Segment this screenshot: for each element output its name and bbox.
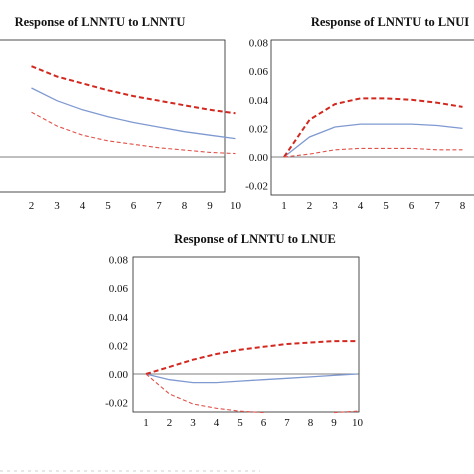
plot-frame bbox=[270, 39, 474, 196]
x-tick-label: 9 bbox=[207, 200, 213, 212]
y-tick-label: 0.00 bbox=[249, 152, 269, 164]
impulse-response-line bbox=[31, 87, 236, 140]
y-tick-label: 0.00 bbox=[109, 369, 129, 381]
x-tick-label: 3 bbox=[332, 200, 338, 212]
y-tick-label: 0.02 bbox=[109, 340, 128, 352]
x-tick-label: 5 bbox=[383, 200, 389, 212]
upper-confidence-band bbox=[145, 340, 358, 375]
y-tick-label: 0.08 bbox=[249, 38, 269, 50]
x-tick-label: 4 bbox=[214, 417, 220, 429]
upper-confidence-band bbox=[283, 97, 463, 158]
lower-confidence-band bbox=[283, 147, 463, 158]
x-tick-label: 4 bbox=[80, 200, 86, 212]
panel-title: Response of LNNTU to LNUI bbox=[311, 15, 469, 29]
impulse-response-line bbox=[145, 373, 358, 384]
x-tick-label: 10 bbox=[230, 200, 242, 212]
panel-title: Response of LNNTU to LNUE bbox=[174, 232, 336, 246]
x-tick-label: 8 bbox=[308, 417, 314, 429]
y-tick-label: 0.08 bbox=[109, 255, 129, 267]
x-tick-label: 1 bbox=[281, 200, 287, 212]
x-tick-label: 3 bbox=[190, 417, 196, 429]
x-tick-label: 7 bbox=[434, 200, 440, 212]
panel-lnntu-to-lnntu: Response of LNNTU to LNNTU 2 3 4 5 6 7 8 9 10 bbox=[0, 15, 242, 212]
x-tick-label: 8 bbox=[182, 200, 188, 212]
x-tick-label: 8 bbox=[460, 200, 466, 212]
panel-title: Response of LNNTU to LNNTU bbox=[15, 15, 186, 29]
x-tick-label: 2 bbox=[307, 200, 313, 212]
x-tick-label: 5 bbox=[237, 417, 243, 429]
lower-confidence-band bbox=[145, 373, 264, 414]
y-tick-label: 0.06 bbox=[249, 66, 269, 78]
y-tick-label: 0.02 bbox=[249, 123, 268, 135]
y-tick-label: 0.04 bbox=[109, 312, 129, 324]
y-tick-label: 0.06 bbox=[109, 283, 129, 295]
x-tick-label: 6 bbox=[261, 417, 267, 429]
x-tick-label: 6 bbox=[409, 200, 415, 212]
x-tick-label: 9 bbox=[331, 417, 337, 429]
x-tick-label: 5 bbox=[105, 200, 111, 212]
panel-lnntu-to-lnui: Response of LNNTU to LNUI 1 2 3 4 5 6 7 8 0.08 0.… bbox=[245, 15, 474, 212]
x-tick-label: 3 bbox=[54, 200, 60, 212]
lower-confidence-band bbox=[333, 410, 358, 414]
x-tick-label: 7 bbox=[156, 200, 162, 212]
plot-frame bbox=[0, 39, 226, 193]
panel-lnntu-to-lnue: Response of LNNTU to LNUE 1 2 3 4 5 6 7 8 9 10 0.0… bbox=[105, 232, 363, 429]
y-tick-label: -0.02 bbox=[105, 398, 128, 410]
y-tick-label: -0.02 bbox=[245, 181, 268, 193]
upper-confidence-band bbox=[31, 65, 236, 115]
impulse-response-line bbox=[283, 123, 463, 158]
x-tick-label: 7 bbox=[284, 417, 290, 429]
y-tick-label: 0.04 bbox=[249, 95, 269, 107]
x-tick-label: 2 bbox=[29, 200, 35, 212]
x-tick-label: 6 bbox=[131, 200, 137, 212]
x-tick-label: 2 bbox=[167, 417, 173, 429]
x-tick-label: 4 bbox=[358, 200, 364, 212]
plot-frame bbox=[132, 256, 360, 413]
x-tick-label: 1 bbox=[143, 417, 149, 429]
x-tick-label: 10 bbox=[352, 417, 364, 429]
lower-confidence-band bbox=[31, 111, 236, 155]
